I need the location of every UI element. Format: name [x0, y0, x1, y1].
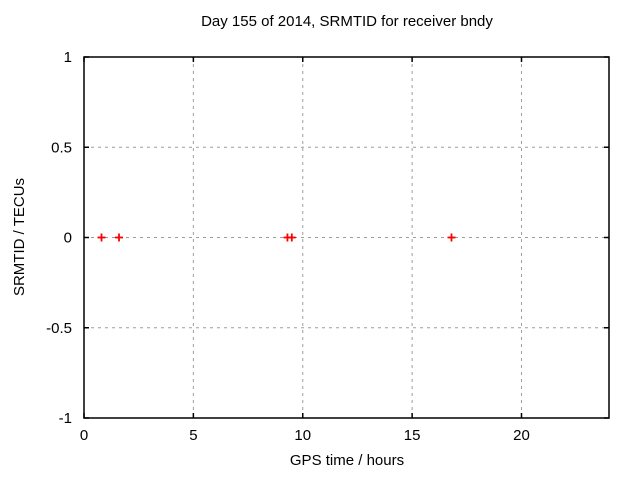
y-tick-label: 0 — [64, 230, 72, 247]
x-tick-label: 10 — [294, 427, 311, 444]
y-tick-label: 1 — [64, 49, 72, 66]
chart-title: Day 155 of 2014, SRMTID for receiver bnd… — [201, 13, 493, 30]
y-tick-label: -1 — [59, 410, 72, 427]
x-tick-label: 5 — [189, 427, 197, 444]
y-tick-label: -0.5 — [46, 320, 72, 337]
x-tick-label: 0 — [80, 427, 88, 444]
x-tick-label: 20 — [513, 427, 530, 444]
y-tick-label: 0.5 — [51, 139, 72, 156]
y-axis-label: SRMTID / TECUs — [11, 177, 28, 297]
x-axis-label: GPS time / hours — [289, 452, 405, 469]
x-tick-label: 15 — [404, 427, 421, 444]
